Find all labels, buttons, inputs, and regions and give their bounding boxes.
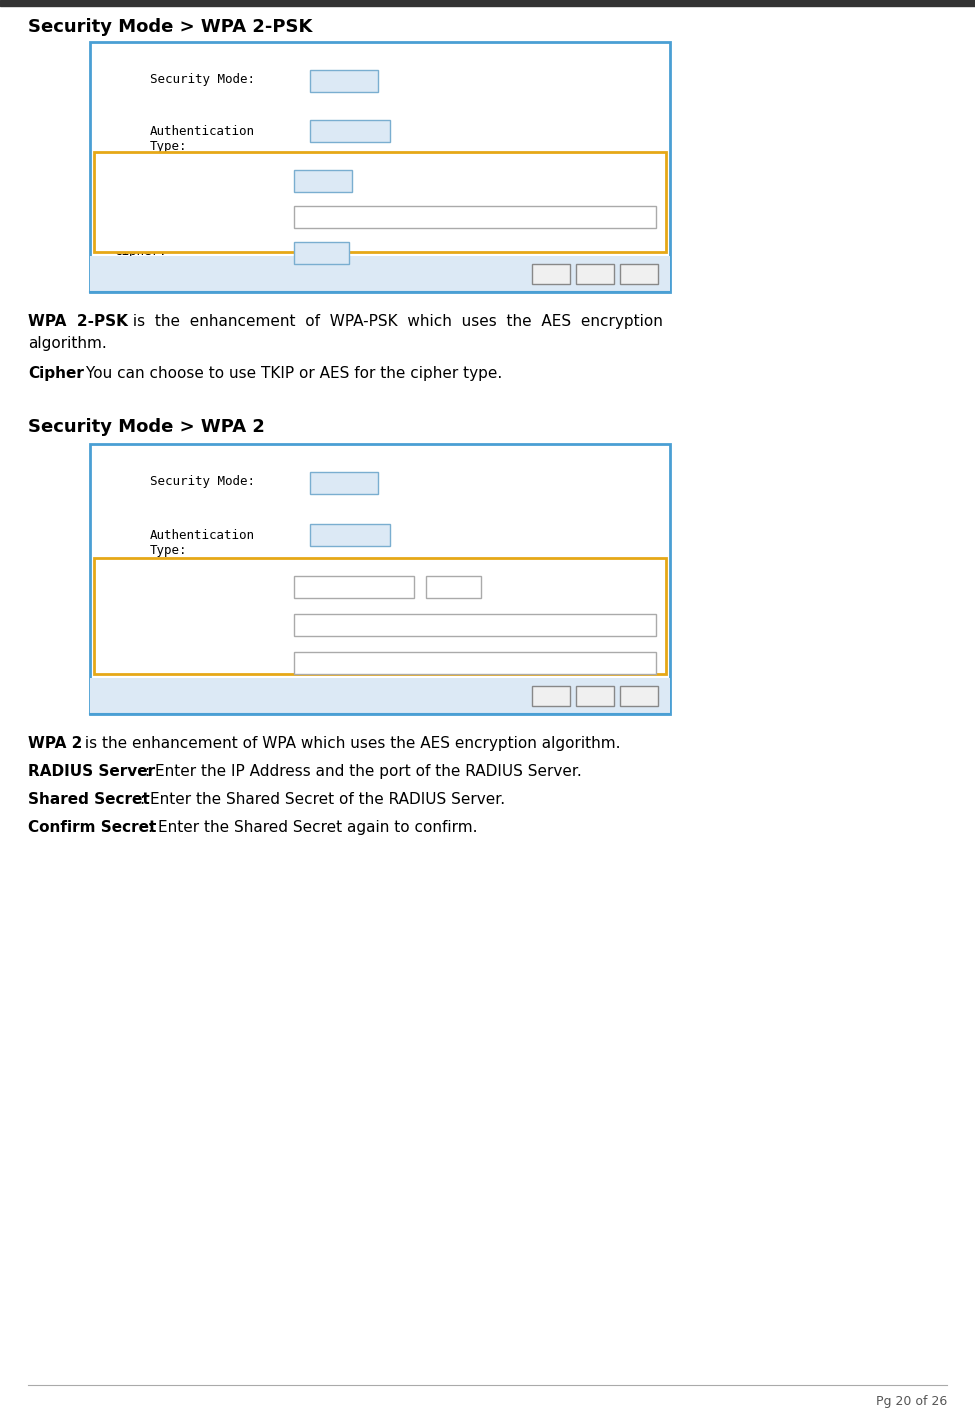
- Text: Security Mode:: Security Mode:: [150, 73, 255, 86]
- Text: : Enter the Shared Secret of the RADIUS Server.: : Enter the Shared Secret of the RADIUS …: [140, 791, 505, 807]
- Bar: [294, 652, 656, 674]
- Text: Pg 20 of 26: Pg 20 of 26: [876, 1395, 947, 1408]
- Bar: [532, 686, 570, 705]
- Text: ASCII: ASCII: [299, 175, 334, 187]
- Text: Enable: Enable: [315, 75, 358, 87]
- Text: Shared Secret: Shared Secret: [28, 791, 150, 807]
- Text: Security Mode > WPA 2: Security Mode > WPA 2: [28, 418, 265, 436]
- Text: Key Entry Method:: Key Entry Method:: [114, 173, 242, 186]
- Bar: [94, 152, 666, 252]
- Text: •••••••••••: •••••••••••: [299, 656, 381, 669]
- Text: •••••••••••: •••••••••••: [299, 618, 381, 632]
- Bar: [294, 206, 656, 228]
- Text: TKIP: TKIP: [299, 246, 328, 259]
- Text: Reset: Reset: [623, 691, 654, 701]
- Text: v: v: [338, 176, 344, 186]
- Bar: [310, 70, 378, 92]
- Bar: [310, 120, 390, 142]
- Bar: [94, 558, 666, 674]
- Text: v: v: [376, 529, 382, 541]
- Bar: [90, 256, 670, 291]
- Text: is  the  enhancement  of  WPA-PSK  which  uses  the  AES  encryption: is the enhancement of WPA-PSK which uses…: [128, 314, 663, 329]
- Bar: [294, 242, 349, 265]
- Bar: [90, 679, 670, 714]
- Text: Passphrase:: Passphrase:: [114, 210, 197, 222]
- Text: Cipher:: Cipher:: [114, 245, 167, 259]
- Text: Help: Help: [538, 691, 564, 701]
- Text: Security Mode:: Security Mode:: [150, 476, 255, 489]
- Text: WPA  2-PSK: WPA 2-PSK: [28, 314, 128, 329]
- Text: Authentication: Authentication: [150, 125, 255, 138]
- Text: Confirm Secret: Confirm Secret: [28, 819, 156, 835]
- Bar: [294, 576, 414, 598]
- Bar: [532, 265, 570, 284]
- Text: Save: Save: [581, 269, 608, 279]
- Text: 1812: 1812: [432, 580, 462, 594]
- Text: is the enhancement of WPA which uses the AES encryption algorithm.: is the enhancement of WPA which uses the…: [80, 736, 620, 750]
- Text: •••••••••••••: •••••••••••••: [299, 211, 397, 224]
- Text: v: v: [364, 76, 370, 86]
- Text: :: :: [419, 579, 423, 593]
- Text: Reset: Reset: [623, 269, 654, 279]
- Text: Cipher: Cipher: [28, 366, 84, 382]
- Text: Save: Save: [581, 691, 608, 701]
- Text: Shared Secret:: Shared Secret:: [114, 618, 219, 631]
- Text: : Enter the Shared Secret again to confirm.: : Enter the Shared Secret again to confi…: [148, 819, 478, 835]
- Text: Type:: Type:: [150, 543, 187, 558]
- Text: Confirm Secret:: Confirm Secret:: [114, 656, 226, 669]
- Bar: [576, 686, 614, 705]
- Bar: [576, 265, 614, 284]
- Bar: [90, 444, 670, 714]
- Bar: [620, 265, 658, 284]
- Bar: [426, 576, 481, 598]
- Text: v: v: [335, 248, 341, 258]
- Text: WPA 2: WPA 2: [28, 736, 82, 750]
- Text: RADIUS Server: RADIUS Server: [28, 765, 155, 779]
- Text: WPA2: WPA2: [315, 528, 343, 542]
- Bar: [0, 0, 975, 6]
- Bar: [310, 524, 390, 546]
- Bar: [620, 686, 658, 705]
- Text: Enable: Enable: [315, 476, 358, 490]
- Bar: [294, 614, 656, 636]
- Text: : Enter the IP Address and the port of the RADIUS Server.: : Enter the IP Address and the port of t…: [145, 765, 582, 779]
- Text: WPA2-PSK: WPA2-PSK: [315, 124, 372, 138]
- Bar: [310, 472, 378, 494]
- Text: RADIUS Server:: RADIUS Server:: [114, 580, 219, 593]
- Text: v: v: [376, 125, 382, 137]
- Text: algorithm.: algorithm.: [28, 337, 106, 351]
- Text: v: v: [364, 477, 370, 489]
- Text: Help: Help: [538, 269, 564, 279]
- Text: Authentication: Authentication: [150, 529, 255, 542]
- Bar: [90, 42, 670, 291]
- Text: Security Mode > WPA 2-PSK: Security Mode > WPA 2-PSK: [28, 18, 312, 37]
- Text: : You can choose to use TKIP or AES for the cipher type.: : You can choose to use TKIP or AES for …: [76, 366, 502, 382]
- Text: Type:: Type:: [150, 139, 187, 153]
- Bar: [294, 170, 352, 191]
